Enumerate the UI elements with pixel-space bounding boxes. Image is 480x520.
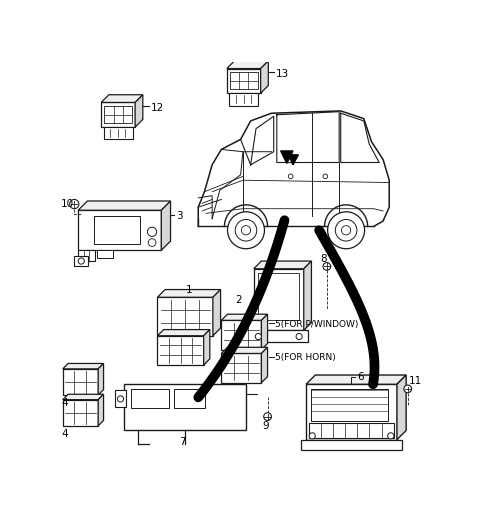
- Polygon shape: [135, 95, 143, 127]
- Polygon shape: [262, 347, 267, 383]
- Text: 13: 13: [276, 69, 289, 79]
- Text: 9: 9: [262, 421, 269, 431]
- Text: 5(FOR P/WINDOW): 5(FOR P/WINDOW): [275, 320, 359, 329]
- Bar: [63, 400, 98, 426]
- Bar: [104, 106, 132, 123]
- Circle shape: [255, 333, 262, 340]
- Circle shape: [264, 413, 271, 421]
- Circle shape: [336, 219, 357, 241]
- Bar: [115, 391, 126, 407]
- Polygon shape: [98, 363, 104, 395]
- Bar: [157, 297, 213, 336]
- Polygon shape: [281, 151, 293, 163]
- Bar: [258, 274, 299, 320]
- Circle shape: [404, 385, 411, 393]
- Polygon shape: [213, 290, 221, 336]
- Bar: [78, 250, 95, 261]
- Polygon shape: [397, 375, 406, 440]
- Polygon shape: [204, 330, 210, 365]
- Polygon shape: [63, 394, 104, 400]
- Polygon shape: [288, 155, 299, 165]
- Circle shape: [241, 226, 251, 235]
- Bar: [101, 102, 135, 127]
- Circle shape: [323, 174, 328, 179]
- Polygon shape: [161, 201, 170, 250]
- Bar: [301, 440, 402, 450]
- Polygon shape: [227, 61, 268, 69]
- Circle shape: [296, 333, 302, 340]
- Bar: [131, 389, 169, 408]
- Bar: [94, 216, 140, 244]
- Circle shape: [288, 174, 293, 179]
- Polygon shape: [261, 61, 268, 93]
- Polygon shape: [306, 375, 406, 384]
- Polygon shape: [262, 314, 267, 349]
- Circle shape: [309, 433, 315, 439]
- Bar: [124, 384, 246, 431]
- Bar: [309, 423, 394, 438]
- Text: 8: 8: [321, 254, 327, 264]
- Polygon shape: [254, 261, 312, 269]
- Polygon shape: [304, 261, 312, 330]
- Circle shape: [70, 200, 79, 209]
- Circle shape: [328, 212, 365, 249]
- Circle shape: [118, 396, 123, 402]
- Text: 6: 6: [357, 372, 363, 382]
- Bar: [104, 127, 133, 139]
- Bar: [254, 269, 304, 330]
- Polygon shape: [101, 95, 143, 102]
- Circle shape: [148, 239, 156, 246]
- Circle shape: [147, 227, 156, 237]
- Circle shape: [235, 219, 257, 241]
- Bar: [97, 250, 113, 258]
- Polygon shape: [221, 347, 267, 354]
- Bar: [229, 93, 258, 106]
- Text: 4: 4: [61, 428, 68, 438]
- Circle shape: [228, 212, 264, 249]
- Bar: [221, 354, 262, 383]
- Polygon shape: [157, 290, 221, 297]
- Bar: [157, 336, 204, 365]
- Bar: [249, 330, 308, 342]
- Bar: [74, 256, 88, 266]
- Text: 5(FOR HORN): 5(FOR HORN): [275, 353, 336, 362]
- Bar: [306, 384, 397, 440]
- Text: 3: 3: [176, 212, 182, 222]
- Bar: [63, 369, 98, 395]
- Text: 4: 4: [61, 398, 68, 408]
- Text: 2: 2: [235, 294, 241, 305]
- Bar: [78, 210, 161, 250]
- Circle shape: [323, 263, 331, 270]
- Text: 11: 11: [409, 376, 422, 386]
- Bar: [230, 72, 258, 89]
- Polygon shape: [221, 314, 267, 320]
- Text: 12: 12: [151, 103, 164, 113]
- Text: 1: 1: [186, 285, 192, 295]
- Polygon shape: [98, 394, 104, 426]
- Polygon shape: [63, 363, 104, 369]
- Circle shape: [78, 258, 84, 264]
- Text: 10: 10: [61, 199, 74, 209]
- Polygon shape: [78, 201, 170, 210]
- Bar: [174, 389, 205, 408]
- Polygon shape: [157, 330, 210, 336]
- Circle shape: [388, 433, 394, 439]
- Bar: [221, 320, 262, 349]
- Text: 7: 7: [179, 437, 185, 447]
- Circle shape: [341, 226, 351, 235]
- Bar: [227, 69, 261, 93]
- Bar: [311, 389, 388, 421]
